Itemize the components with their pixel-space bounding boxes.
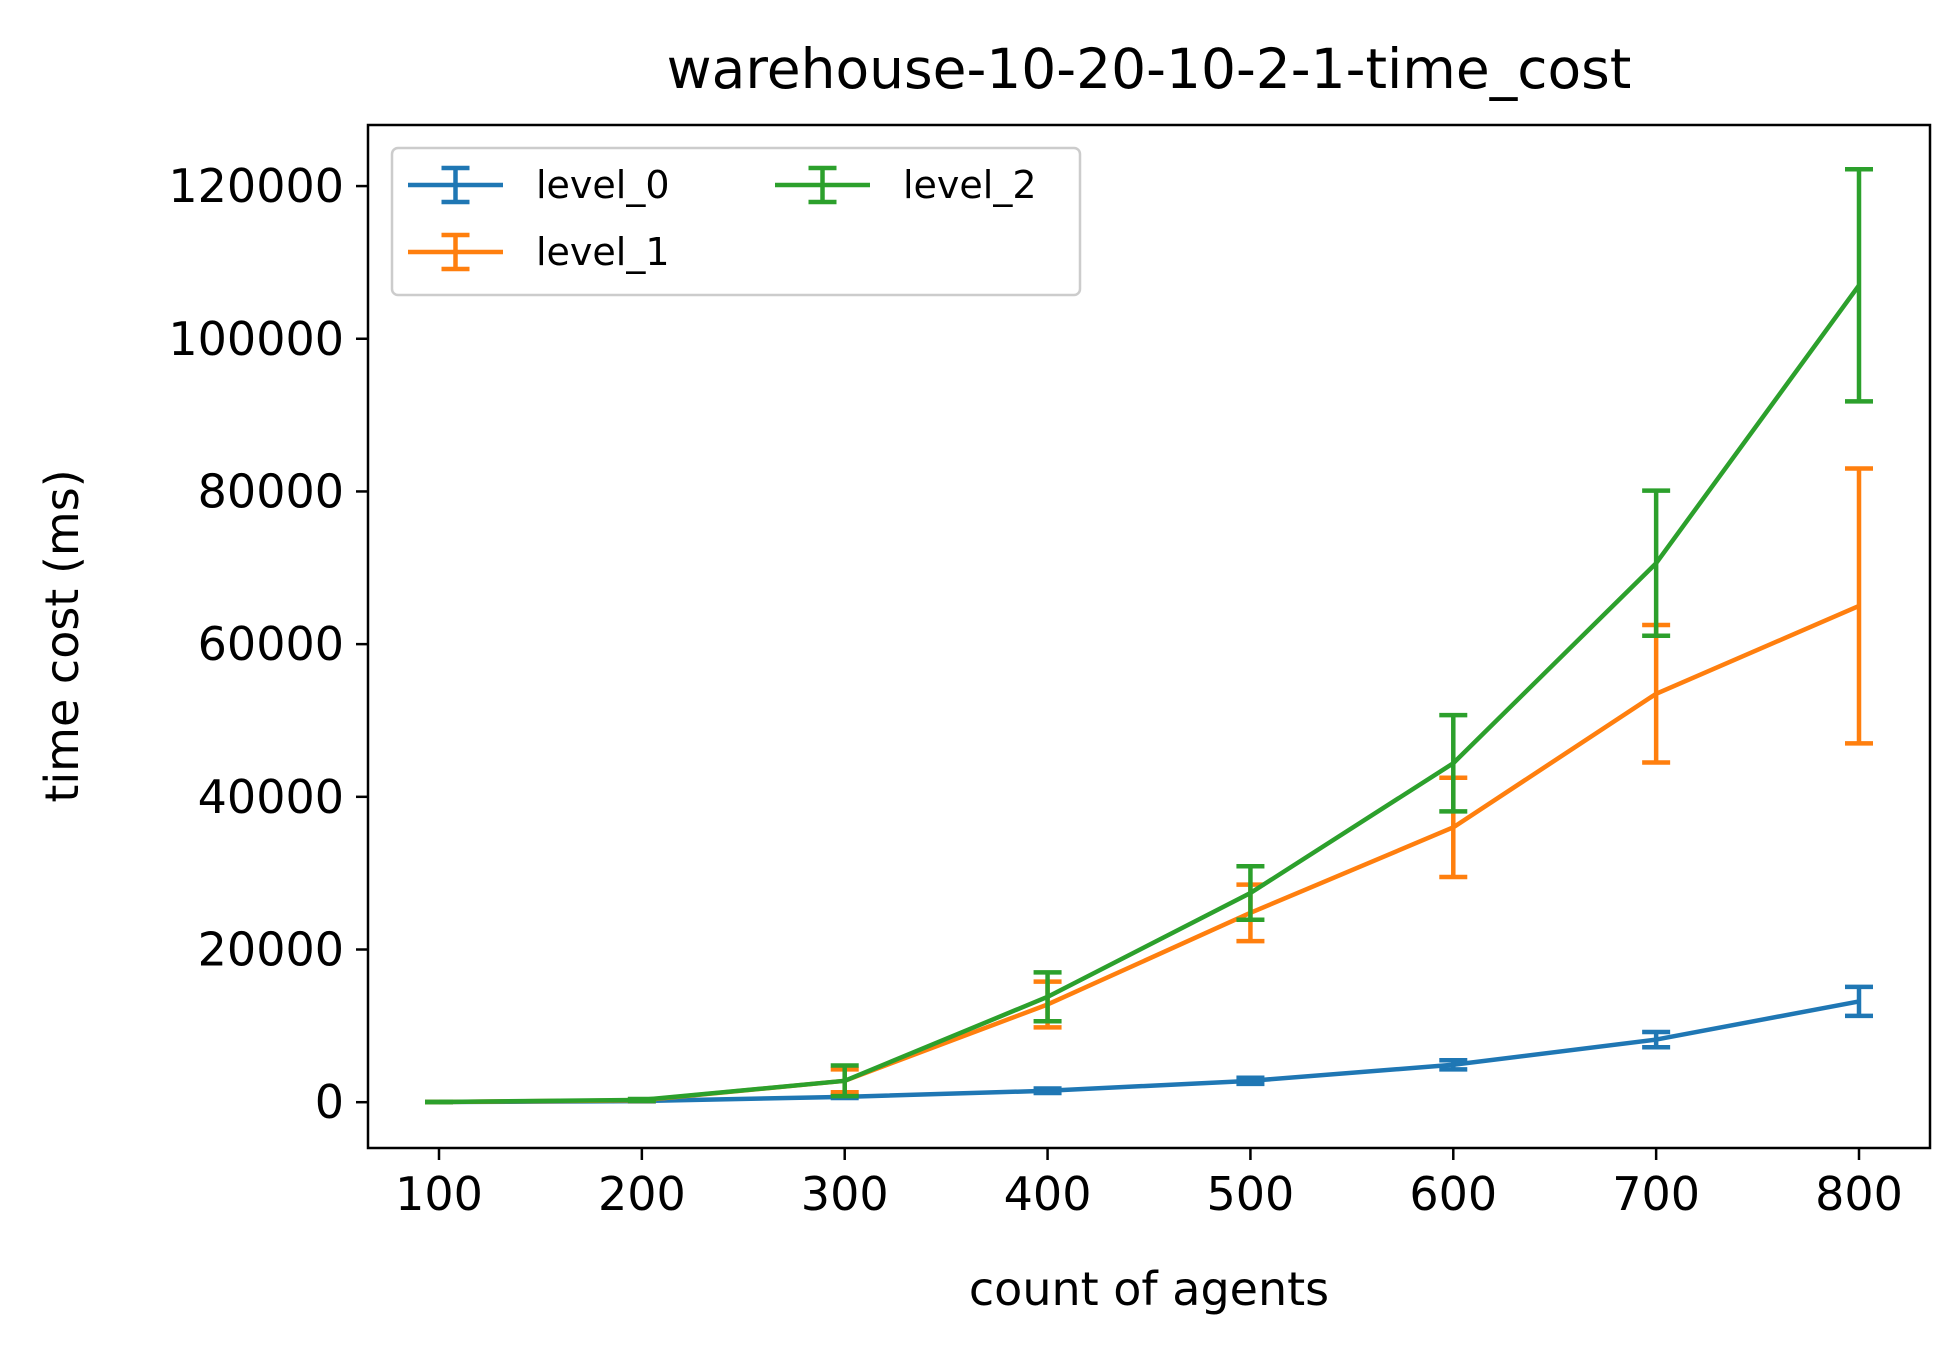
- legend-label: level_2: [903, 163, 1037, 207]
- y-tick-label: 60000: [198, 617, 344, 671]
- plot-frame: [366, 123, 1932, 1150]
- y-tick-label: 0: [315, 1075, 344, 1129]
- y-tick-label: 80000: [198, 464, 344, 518]
- y-tick-label: 20000: [198, 923, 344, 977]
- x-axis-label: count of agents: [969, 1262, 1329, 1316]
- error-bar: [1236, 1075, 1265, 1087]
- x-axis: 100 200 300 400 500 600 700 800: [395, 1148, 1903, 1221]
- x-tick-label: 400: [1004, 1167, 1092, 1221]
- y-tick-label: 100000: [168, 312, 344, 366]
- y-axis: 0 20000 40000 60000 80000 100000 120000: [168, 159, 368, 1129]
- error-bar: [1033, 1086, 1062, 1096]
- error-bar: [1845, 984, 1873, 1019]
- error-bar: [1439, 712, 1468, 814]
- x-tick-label: 500: [1207, 1167, 1295, 1221]
- error-bar: [1033, 970, 1062, 1024]
- error-bar: [830, 1063, 859, 1099]
- x-tick-label: 200: [598, 1167, 686, 1221]
- legend-item-level_0: level_0: [408, 163, 670, 207]
- error-bar: [1845, 167, 1873, 404]
- legend: level_0 level_1 level_2: [390, 146, 1082, 297]
- x-tick-label: 100: [395, 1167, 483, 1221]
- x-tick-label: 600: [1409, 1167, 1497, 1221]
- error-bar: [627, 1096, 656, 1104]
- legend-item-level_2: level_2: [775, 163, 1037, 207]
- legend-label: level_0: [536, 163, 670, 207]
- series-level_2: [425, 167, 1873, 1105]
- series-layer: [425, 167, 1873, 1105]
- error-bar: [1845, 466, 1873, 746]
- legend-item-level_1: level_1: [408, 230, 670, 274]
- x-tick-label: 300: [801, 1167, 889, 1221]
- y-tick-label: 120000: [168, 159, 344, 213]
- error-bar: [1439, 1057, 1468, 1072]
- series-line-level_0: [438, 999, 1860, 1105]
- legend-label: level_1: [536, 230, 670, 274]
- error-bar: [1642, 1029, 1671, 1050]
- series-line-level_2: [438, 283, 1861, 1105]
- y-axis-label: time cost (ms): [35, 469, 89, 802]
- x-tick-label: 800: [1815, 1167, 1903, 1221]
- error-bar: [1236, 864, 1265, 922]
- x-tick-label: 700: [1612, 1167, 1700, 1221]
- y-tick-label: 40000: [198, 770, 344, 824]
- chart-title: warehouse-10-20-10-2-1-time_cost: [667, 37, 1632, 101]
- error-bar: [1642, 488, 1671, 638]
- legend-box: [390, 146, 1082, 297]
